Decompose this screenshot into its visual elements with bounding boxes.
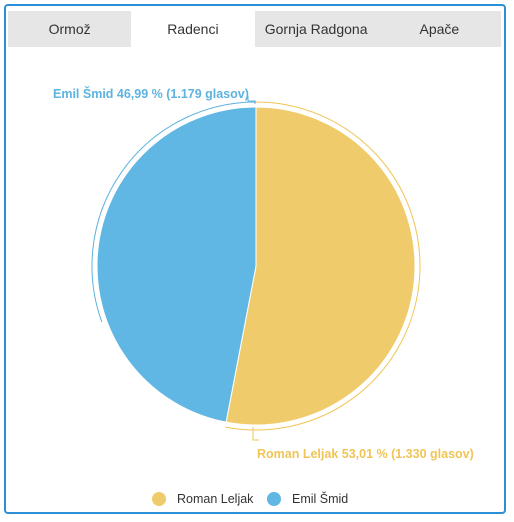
- pie-slice-emil-smid[interactable]: [96, 106, 257, 423]
- tab-radenci[interactable]: Radenci: [131, 11, 255, 47]
- legend-item-roman-leljak[interactable]: Roman Leljak: [152, 492, 254, 506]
- leader-line-roman-leljak: [252, 427, 259, 441]
- pie-slice-roman-leljak[interactable]: [225, 106, 416, 426]
- tab-apace[interactable]: Apače: [419, 21, 460, 37]
- legend-marker-roman-leljak: [152, 492, 166, 506]
- legend-marker-emil-smid: [267, 492, 281, 506]
- legend-label-emil-smid: Emil Šmid: [292, 491, 348, 506]
- municipality-tabs: Ormož Radenci Gornja Radgona Apače: [8, 11, 501, 47]
- tab-ormoz[interactable]: Ormož: [48, 21, 91, 37]
- slice-outline-roman-leljak: [225, 101, 421, 431]
- data-label-roman-leljak: Roman Leljak 53,01 % (1.330 glasov): [257, 447, 474, 461]
- legend: Roman Leljak Emil Šmid: [152, 491, 348, 506]
- data-label-emil-smid: Emil Šmid 46,99 % (1.179 glasov): [53, 86, 249, 101]
- slice-outline-emil-smid: [91, 101, 257, 323]
- legend-item-emil-smid[interactable]: Emil Šmid: [267, 491, 348, 506]
- tab-gornja-radgona[interactable]: Gornja Radgona: [264, 21, 368, 37]
- legend-label-roman-leljak: Roman Leljak: [177, 492, 254, 506]
- leader-line-emil-smid: [247, 96, 256, 104]
